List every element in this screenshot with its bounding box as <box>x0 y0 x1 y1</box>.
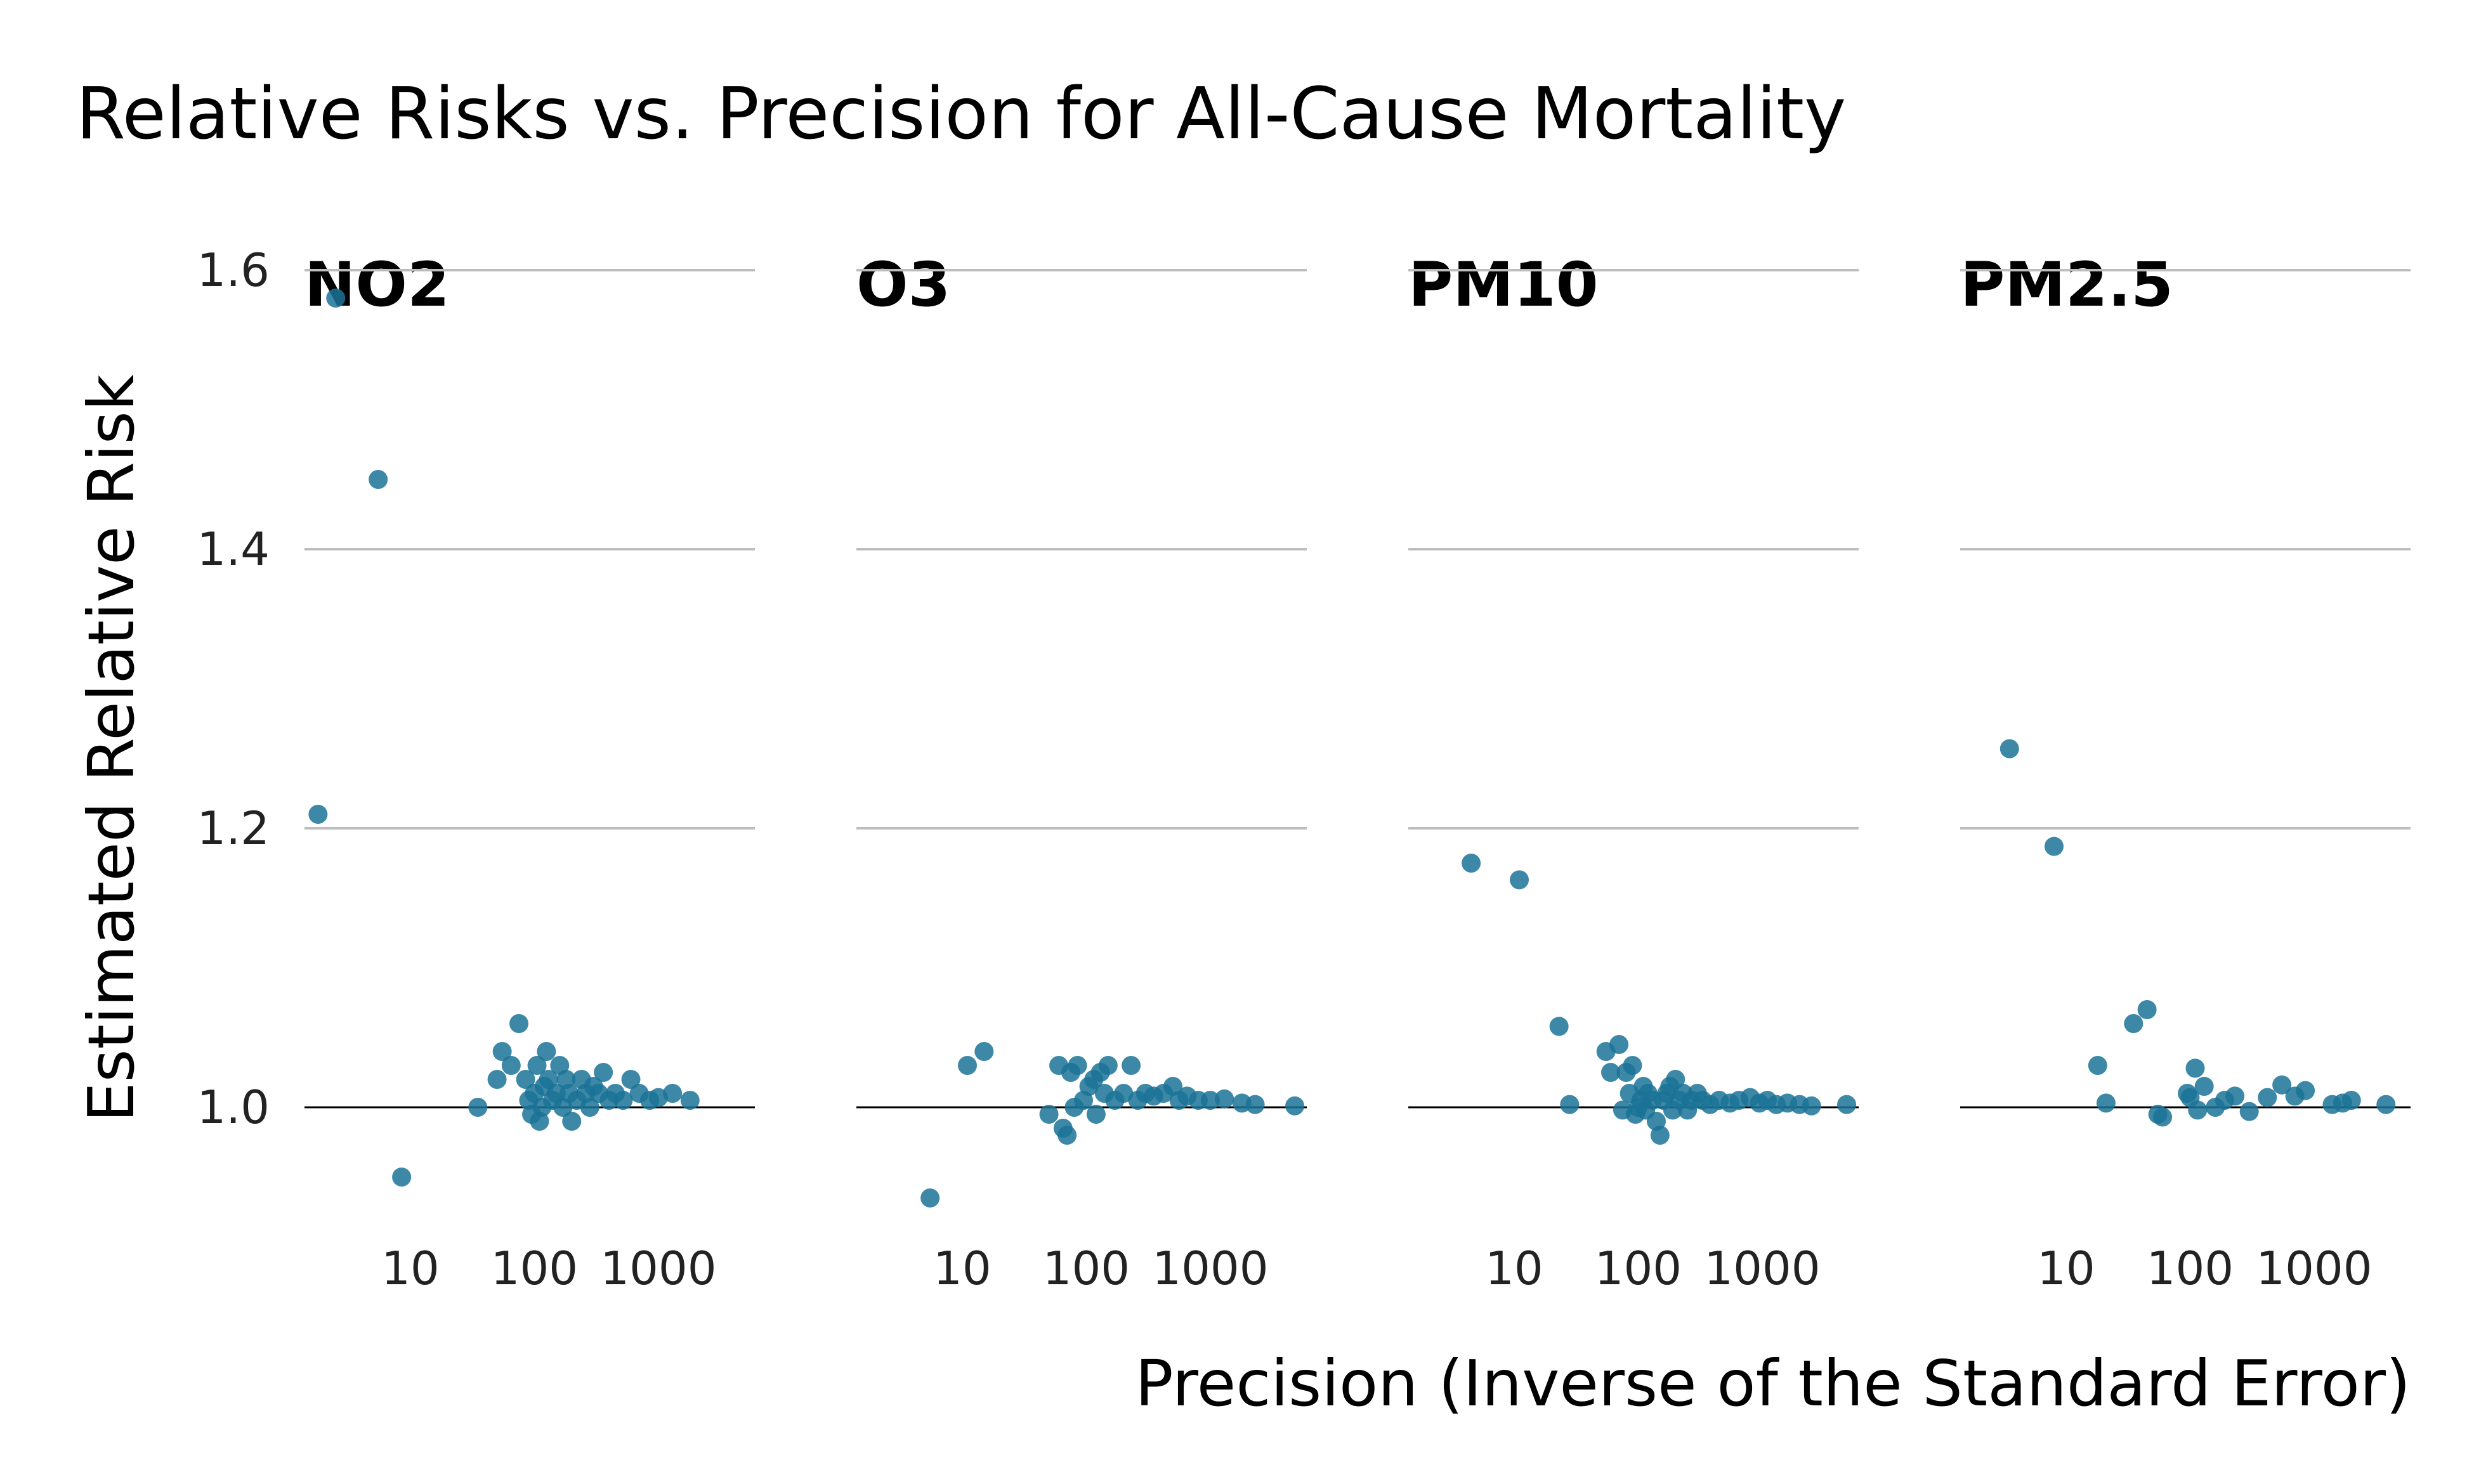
data-point <box>1245 1095 1265 1114</box>
y-tick-label: 1.6 <box>197 244 270 297</box>
data-point <box>663 1084 683 1103</box>
data-point <box>1510 870 1529 890</box>
data-point <box>1114 1084 1134 1103</box>
data-point <box>539 1070 558 1089</box>
data-point <box>1650 1126 1670 1145</box>
x-tick-label: 100 <box>1043 1242 1130 1295</box>
data-point <box>1560 1095 1580 1114</box>
facet-panel: O3 10 100 1000 <box>856 249 1307 1295</box>
data-point <box>958 1056 978 1075</box>
data-point <box>1623 1056 1642 1075</box>
data-point <box>2225 1086 2245 1106</box>
x-tick-label: 1000 <box>1152 1242 1268 1295</box>
facet-panel: NO2 10 100 1000 <box>304 249 755 1295</box>
panel-title: NO2 <box>304 249 450 320</box>
x-axis-title: Precision (Inverse of the Standard Error… <box>1135 1346 2411 1421</box>
y-tick-label: 1.4 <box>197 523 270 576</box>
data-point <box>680 1091 700 1110</box>
x-tick-label: 1000 <box>600 1242 716 1295</box>
data-point <box>1086 1105 1106 1124</box>
data-point <box>308 805 328 824</box>
data-point <box>509 1014 528 1033</box>
data-point <box>2185 1058 2205 1078</box>
data-point <box>501 1056 521 1075</box>
x-tick-label: 10 <box>2037 1242 2095 1295</box>
panel-title: PM10 <box>1408 249 1598 320</box>
data-point <box>2194 1077 2214 1096</box>
x-tick-label: 100 <box>491 1242 578 1295</box>
data-point <box>2258 1088 2277 1107</box>
data-point <box>2137 1000 2157 1019</box>
data-point <box>1122 1056 1141 1075</box>
data-point <box>492 1042 512 1061</box>
data-point <box>594 1063 613 1082</box>
data-point <box>621 1070 641 1089</box>
data-point <box>1837 1095 1857 1114</box>
data-point <box>2188 1100 2208 1120</box>
chart-title: Relative Risks vs. Precision for All-Cau… <box>76 73 1846 155</box>
facet-panel: PM10 10 100 1000 <box>1408 249 1859 1295</box>
data-point <box>1039 1105 1059 1124</box>
panel-title: O3 <box>856 249 950 320</box>
data-point <box>1666 1070 1685 1089</box>
data-point <box>537 1042 556 1061</box>
data-point <box>1462 854 1481 873</box>
data-point <box>487 1070 507 1089</box>
y-axis-title: Estimated Relative Risk <box>74 374 148 1122</box>
data-point <box>613 1091 633 1110</box>
data-point <box>2124 1014 2143 1033</box>
x-tick-label: 10 <box>1485 1242 1543 1295</box>
data-point <box>1200 1091 1220 1110</box>
data-point <box>1999 739 2019 758</box>
panel-title: PM2.5 <box>1960 249 2173 320</box>
x-tick-label: 100 <box>2147 1242 2234 1295</box>
data-point <box>2239 1102 2259 1121</box>
x-tick-label: 100 <box>1595 1242 1682 1295</box>
y-tick-label: 1.0 <box>197 1081 270 1134</box>
data-point <box>392 1168 412 1187</box>
data-point <box>1068 1056 1087 1075</box>
data-point <box>2096 1093 2116 1113</box>
data-point <box>2044 836 2064 856</box>
data-point <box>580 1098 599 1117</box>
data-point <box>516 1070 535 1089</box>
x-tick-label: 10 <box>381 1242 440 1295</box>
data-point <box>326 289 346 308</box>
data-point <box>1601 1063 1621 1082</box>
data-point <box>562 1112 582 1131</box>
data-point <box>2153 1107 2173 1127</box>
data-point <box>920 1188 940 1207</box>
data-point <box>2272 1075 2292 1095</box>
data-point <box>1098 1056 1118 1075</box>
data-point <box>1057 1126 1077 1145</box>
x-tick-label: 1000 <box>1704 1242 1820 1295</box>
x-tick-label: 1000 <box>2256 1242 2372 1295</box>
y-tick-label: 1.2 <box>197 802 270 855</box>
data-point <box>2341 1091 2361 1110</box>
data-point <box>1285 1096 1305 1116</box>
x-tick-label: 10 <box>933 1242 992 1295</box>
data-point <box>1215 1089 1234 1109</box>
data-point <box>468 1098 488 1117</box>
data-point <box>369 470 388 489</box>
y-axis-ticks: 1.0 1.2 1.4 1.6 <box>197 244 270 1134</box>
data-point <box>1802 1096 1821 1116</box>
data-point <box>1549 1017 1569 1036</box>
data-point <box>527 1056 547 1075</box>
data-point <box>2296 1081 2315 1100</box>
data-point <box>2376 1095 2396 1114</box>
data-point <box>1609 1035 1629 1054</box>
data-point <box>974 1042 994 1061</box>
facet-panel: PM2.5 10 100 1000 <box>1960 249 2411 1295</box>
data-point <box>2088 1056 2107 1075</box>
